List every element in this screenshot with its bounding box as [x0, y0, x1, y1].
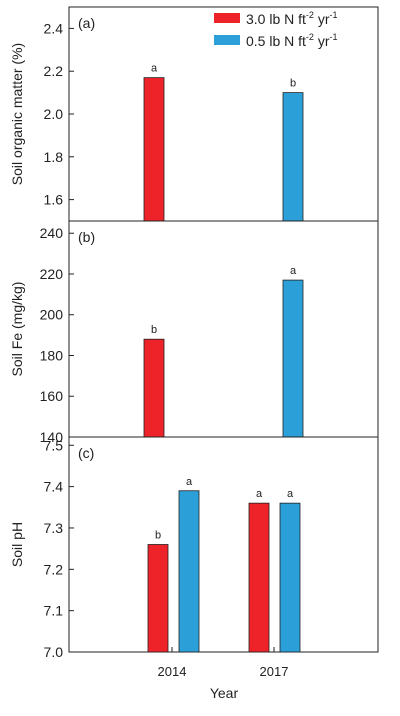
y-tick-label: 7.4 [44, 479, 64, 495]
y-axis-title: Soil Fe (mg/kg) [9, 282, 25, 377]
bar [147, 544, 169, 653]
y-tick-label: 220 [40, 266, 64, 282]
bar-significance-label: a [256, 488, 263, 500]
legend-label-low-rate: 0.5 lb N ft-2 yr-1 [246, 32, 338, 49]
x-tick-label-2017: 2017 [260, 664, 289, 679]
bar [178, 490, 200, 653]
bar-significance-label: a [290, 265, 297, 277]
y-tick-label: 7.3 [44, 520, 64, 536]
y-tick-label: 160 [40, 388, 64, 404]
y-tick-label: 200 [40, 307, 64, 323]
bar-significance-label: a [186, 476, 193, 488]
y-tick-label: 1.6 [44, 192, 64, 208]
bar [248, 502, 270, 653]
y-axis-title: Soil pH [9, 522, 25, 567]
x-axis-title: Year [210, 685, 239, 701]
y-tick-label: 2.0 [44, 106, 64, 122]
legend-swatch-high-rate [214, 13, 240, 23]
bar-significance-label: b [155, 530, 161, 542]
panel-frame [68, 220, 379, 438]
y-tick-label: 7.5 [44, 437, 64, 453]
bar [282, 279, 304, 438]
y-tick-label: 240 [40, 225, 64, 241]
legend: 3.0 lb N ft-2 yr-1 0.5 lb N ft-2 yr-1 [214, 10, 338, 49]
y-tick-label: 1.8 [44, 149, 64, 165]
y-tick-label: 7.1 [44, 603, 64, 619]
bar [279, 502, 301, 653]
bar-significance-label: a [151, 63, 158, 75]
y-axis-title: Soil organic matter (%) [9, 43, 25, 185]
bar [282, 92, 304, 222]
bar [143, 338, 165, 438]
bar-significance-label: b [290, 78, 296, 90]
legend-label-high-rate: 3.0 lb N ft-2 yr-1 [246, 10, 338, 27]
bar-significance-label: a [287, 488, 294, 500]
panel-label: (b) [78, 229, 95, 245]
legend-swatch-low-rate [214, 35, 240, 45]
y-tick-label: 7.0 [44, 644, 64, 660]
y-tick-label: 2.2 [44, 63, 64, 79]
y-tick-label: 2.4 [44, 20, 64, 36]
x-tick-label-2014: 2014 [158, 664, 187, 679]
panel-frame [68, 436, 379, 653]
panel-label: (c) [78, 445, 94, 461]
y-tick-label: 180 [40, 347, 64, 363]
bar-significance-label: b [151, 324, 157, 336]
y-tick-label: 140 [40, 429, 64, 445]
panel-label: (a) [78, 15, 95, 31]
y-tick-label: 7.2 [44, 561, 64, 577]
bar [143, 77, 165, 222]
